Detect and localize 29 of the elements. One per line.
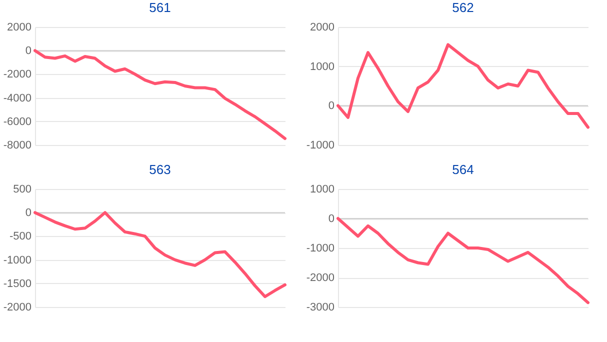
y-tick-label: -1000: [3, 254, 32, 266]
y-tick-label: 0: [25, 45, 32, 58]
y-tick-label: -6000: [3, 116, 32, 128]
line-series: [336, 217, 590, 304]
y-tick-label: -1500: [3, 278, 32, 290]
y-tick-label: -500: [9, 230, 32, 243]
y-tick-label: -2000: [306, 272, 334, 284]
chart-title: 562: [452, 0, 474, 15]
line-series: [34, 211, 286, 298]
y-tick-label: 0: [25, 207, 32, 220]
y-tick-label: 1000: [310, 60, 334, 73]
y-tick-label: 500: [13, 184, 32, 196]
y-tick-label: -4000: [3, 92, 32, 104]
line-series: [336, 43, 590, 129]
y-tick-label: -2000: [3, 68, 32, 81]
chart-title: 564: [452, 162, 474, 177]
line-series: [34, 49, 286, 140]
y-tick-label: 0: [328, 100, 334, 112]
y-tick-label: -2000: [3, 302, 32, 314]
y-tick-label: 2000: [310, 22, 334, 34]
y-tick-label: -1000: [306, 242, 334, 254]
y-tick-label: -8000: [3, 140, 32, 152]
y-tick-label: 2000: [7, 22, 32, 34]
chart-title: 563: [149, 162, 171, 177]
y-tick-label: 1000: [310, 184, 334, 196]
y-tick-label: -3000: [306, 302, 334, 314]
y-tick-label: -1000: [306, 140, 334, 152]
chart-title: 561: [149, 0, 171, 15]
y-tick-label: 0: [328, 213, 334, 225]
